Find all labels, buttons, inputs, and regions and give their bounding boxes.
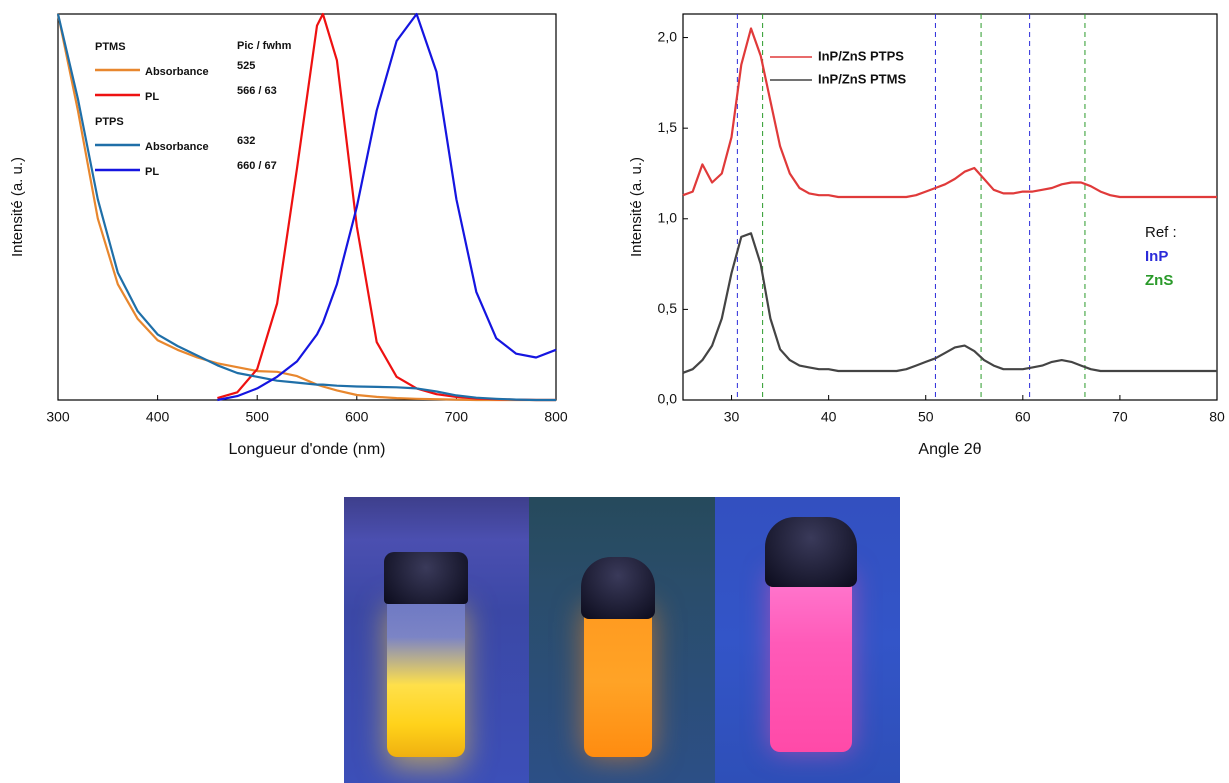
legend-title: Pic / fwhm — [237, 40, 292, 52]
ref-title: Ref : — [1145, 224, 1177, 241]
x-tick-label: 700 — [445, 409, 469, 425]
photo-panel — [714, 497, 900, 783]
legend-label: Absorbance — [145, 141, 209, 153]
x-tick-label: 50 — [918, 409, 934, 425]
legend-label: InP/ZnS PTPS — [818, 48, 904, 63]
legend-label: InP/ZnS PTMS — [818, 71, 906, 86]
x-tick-label: 400 — [146, 409, 170, 425]
ref-label: InP — [1145, 248, 1168, 265]
vial-cap — [581, 557, 656, 619]
y-tick-label: 1,5 — [658, 119, 678, 135]
x-tick-label: 60 — [1015, 409, 1031, 425]
x-tick-label: 80 — [1209, 409, 1225, 425]
series-line — [682, 232, 1217, 374]
x-tick-label: 40 — [821, 409, 837, 425]
y-axis-label: Intensité (a. u.) — [9, 157, 26, 257]
legend-group: PTMS — [95, 41, 126, 53]
vial-cap — [384, 552, 468, 604]
vial — [769, 572, 852, 752]
series-line — [682, 27, 1217, 199]
photo-panel — [344, 497, 530, 783]
y-axis-label: Intensité (a. u.) — [628, 157, 645, 257]
x-tick-label: 800 — [544, 409, 568, 425]
vial — [584, 607, 653, 757]
y-tick-label: 0,0 — [658, 391, 678, 407]
peak-label: 632 — [237, 135, 255, 147]
photo-panel — [529, 497, 715, 783]
peak-label: 566 / 63 — [237, 85, 277, 97]
x-axis-label: Longueur d'onde (nm) — [229, 441, 386, 458]
x-tick-label: 500 — [246, 409, 270, 425]
y-tick-label: 0,5 — [658, 300, 678, 316]
legend-label: PL — [145, 166, 159, 178]
series-line — [217, 12, 557, 402]
peak-label: 660 / 67 — [237, 160, 277, 172]
legend-label: PL — [145, 91, 159, 103]
y-tick-label: 2,0 — [658, 28, 678, 44]
x-tick-label: 600 — [345, 409, 369, 425]
plot-frame — [57, 13, 557, 401]
x-tick-label: 30 — [724, 409, 740, 425]
series-line — [56, 13, 556, 402]
legend-group: PTPS — [95, 116, 124, 128]
x-axis-label: Angle 2θ — [918, 441, 981, 458]
vial — [387, 597, 465, 757]
x-tick-label: 300 — [46, 409, 70, 425]
peak-label: 525 — [237, 60, 255, 72]
y-tick-label: 1,0 — [658, 209, 678, 225]
legend-label: Absorbance — [145, 66, 209, 78]
vial-cap — [764, 517, 857, 587]
plot-frame — [682, 13, 1218, 401]
vial-photo — [344, 497, 900, 783]
series-line — [56, 13, 556, 402]
ref-label: ZnS — [1145, 272, 1173, 289]
x-tick-label: 70 — [1112, 409, 1128, 425]
